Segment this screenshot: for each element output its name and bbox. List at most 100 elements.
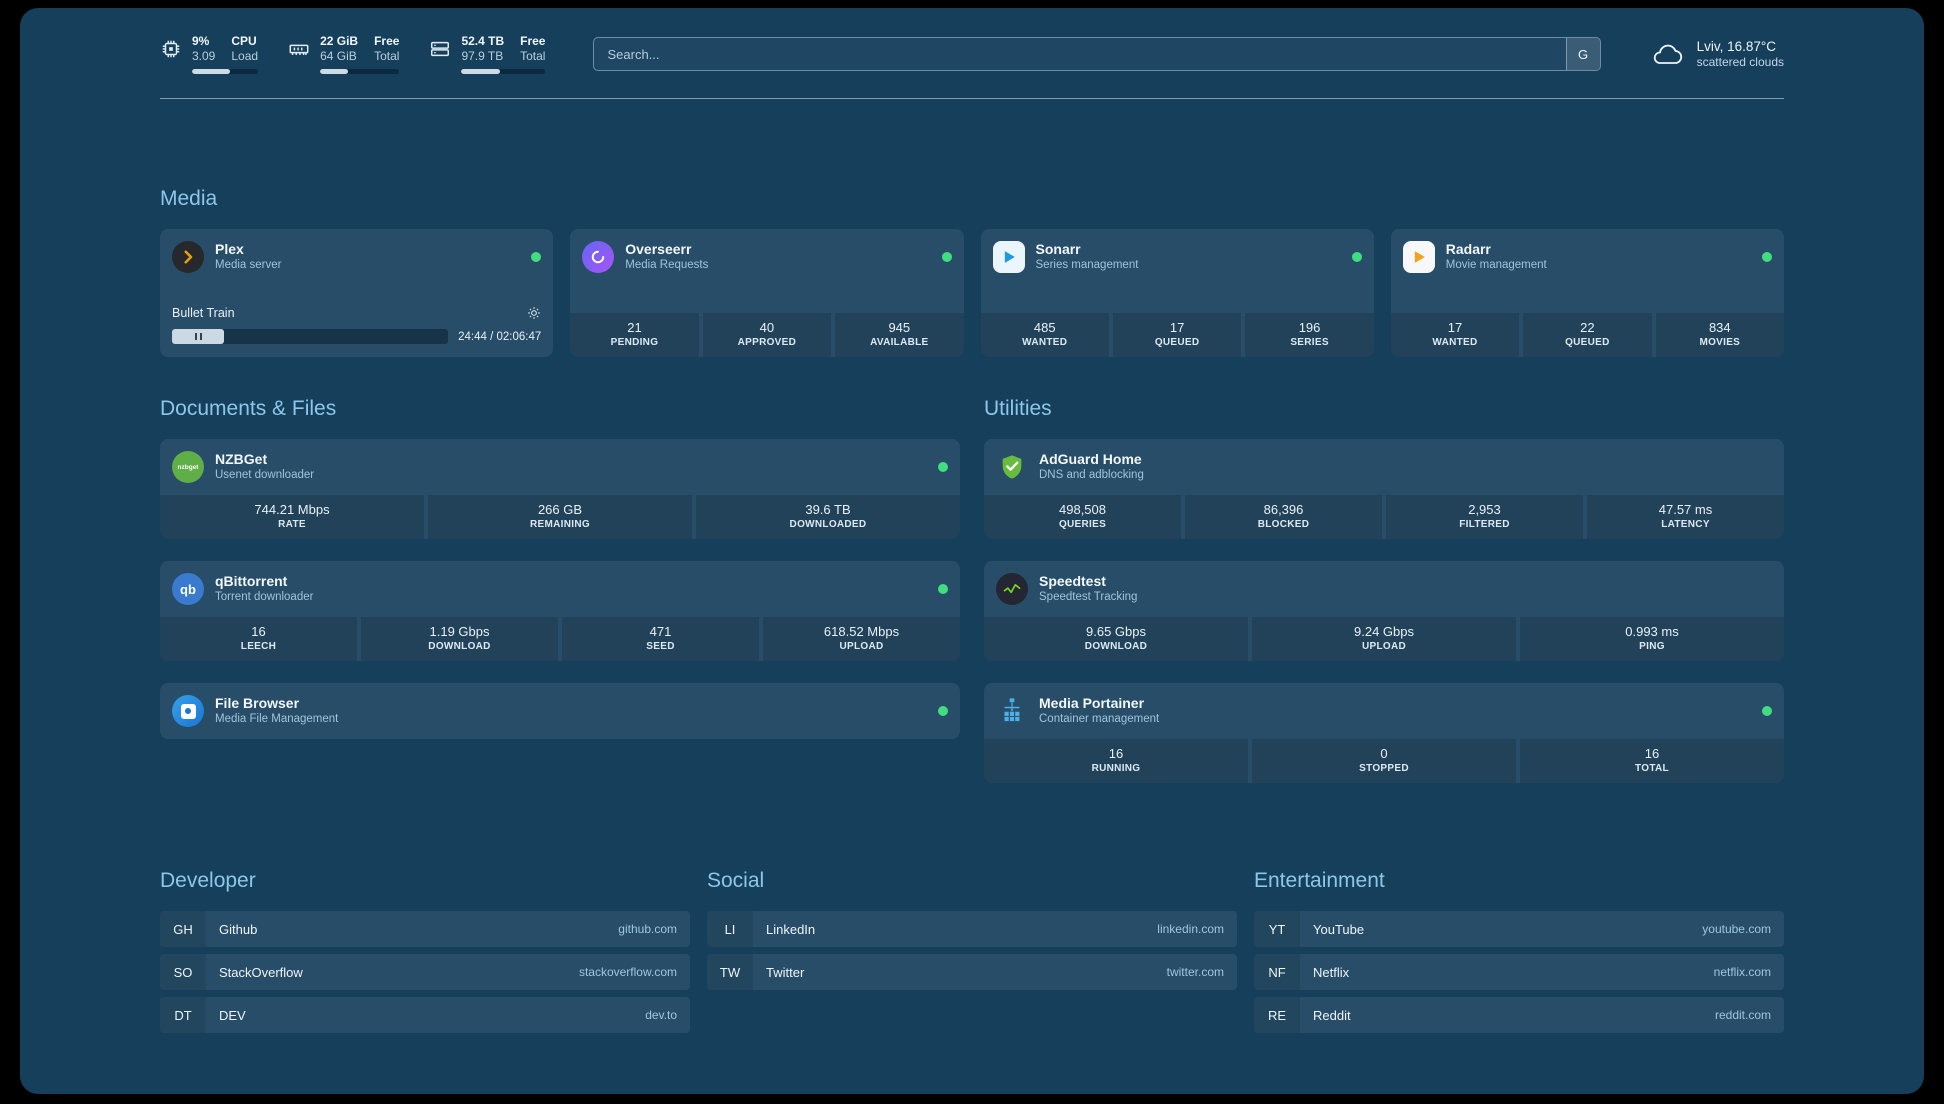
stat-box: 17 WANTED xyxy=(1390,313,1520,357)
cloud-icon xyxy=(1653,44,1682,64)
bookmark-reddit[interactable]: RE Reddit reddit.com xyxy=(1254,997,1784,1033)
search-input[interactable] xyxy=(594,38,1566,70)
status-dot xyxy=(1351,252,1362,262)
card-plex: Plex Media server Bullet Train xyxy=(160,229,554,357)
service-subtitle: Media Requests xyxy=(625,259,709,271)
status-dot xyxy=(938,462,948,472)
overseerr-icon xyxy=(582,241,615,273)
service-subtitle: Usenet downloader xyxy=(215,469,315,481)
disk-total-value: 97.9 TB xyxy=(461,49,504,63)
adguard-link[interactable]: AdGuard Home DNS and adblocking xyxy=(984,439,1784,495)
stat-box: 485 WANTED xyxy=(980,313,1109,357)
bookmark-name: StackOverflow xyxy=(219,964,303,980)
dashboard: 9% 3.09 CPU Load xyxy=(20,8,1924,1094)
playback-progress-bar[interactable] xyxy=(172,329,449,344)
now-playing-title: Bullet Train xyxy=(172,306,235,320)
status-dot xyxy=(531,252,542,262)
adguard-stats: 498,508 QUERIES 86,396 BLOCKED 2,953 FILTER… xyxy=(984,495,1784,539)
section-utilities: Utilities AdGuard Home DNS and adblockin… xyxy=(984,397,1784,805)
stat-box: 39.6 TB DOWNLOADED xyxy=(696,495,960,539)
disk-meter xyxy=(461,69,546,74)
nzbget-stats: 744.21 Mbps RATE 266 GB REMAINING 39.6 TB D… xyxy=(160,495,960,539)
stat-box: 196 SERIES xyxy=(1245,313,1374,357)
memory-free-label: Free xyxy=(374,34,400,48)
plex-link[interactable]: Plex Media server xyxy=(160,229,553,285)
plex-icon xyxy=(172,241,204,273)
stat-box: 471 SEED xyxy=(562,617,759,661)
bookmark-abbr: RE xyxy=(1254,997,1300,1033)
bookmark-url: youtube.com xyxy=(1702,922,1771,936)
memory-widget: 22 GiB 64 GiB Free Total xyxy=(288,34,400,74)
status-dot xyxy=(938,706,948,716)
bookmark-stackoverflow[interactable]: SO StackOverflow stackoverflow.com xyxy=(160,954,690,990)
bookmark-netflix[interactable]: NF Netflix netflix.com xyxy=(1254,954,1784,990)
bookmark-url: twitter.com xyxy=(1166,965,1224,979)
bookmark-url: linkedin.com xyxy=(1157,922,1224,936)
service-title: Plex xyxy=(215,241,244,257)
top-bar: 9% 3.09 CPU Load xyxy=(160,34,1784,74)
bookmark-linkedin[interactable]: LI LinkedIn linkedin.com xyxy=(707,911,1237,947)
service-title: Radarr xyxy=(1445,241,1491,257)
bookmark-abbr: DT xyxy=(160,997,206,1033)
card-speedtest: Speedtest Speedtest Tracking 9.65 Gbps DO… xyxy=(984,561,1784,661)
qbittorrent-link[interactable]: qb qBittorrent Torrent downloader xyxy=(160,561,960,617)
service-subtitle: Media server xyxy=(215,259,282,271)
status-dot xyxy=(938,584,948,594)
service-subtitle: Container management xyxy=(1039,713,1160,725)
bookmark-twitter[interactable]: TW Twitter twitter.com xyxy=(707,954,1237,990)
social-section-title: Social xyxy=(707,869,765,892)
stat-box: 86,396 BLOCKED xyxy=(1185,495,1382,539)
memory-total-value: 64 GiB xyxy=(320,49,357,63)
cpu-meter xyxy=(192,69,259,74)
stat-box: 0 STOPPED xyxy=(1252,739,1516,783)
card-portainer: Media Portainer Container management 16 R… xyxy=(984,683,1784,783)
service-subtitle: Movie management xyxy=(1445,259,1547,271)
pause-button[interactable] xyxy=(172,329,225,344)
bookmarks-developer: Developer GH Github github.com SO StackO… xyxy=(160,869,690,1040)
bookmark-name: Netflix xyxy=(1313,964,1350,980)
service-title: Speedtest xyxy=(1039,573,1106,589)
service-title: qBittorrent xyxy=(215,573,288,589)
radarr-stats: 17 WANTED 22 QUEUED 834 MOVIES xyxy=(1390,313,1784,357)
bookmark-abbr: TW xyxy=(707,954,753,990)
speedtest-stats: 9.65 Gbps DOWNLOAD 9.24 Gbps UPLOAD 0.993 … xyxy=(984,617,1784,661)
stat-box: 744.21 Mbps RATE xyxy=(160,495,424,539)
card-radarr: Radarr Movie management 17 WANTED 22 QUEUE… xyxy=(1390,229,1784,357)
cpu-label: CPU xyxy=(231,34,257,48)
overseerr-link[interactable]: Overseerr Media Requests xyxy=(570,229,963,285)
disk-free-value: 52.4 TB xyxy=(461,34,505,48)
speedtest-link[interactable]: Speedtest Speedtest Tracking xyxy=(984,561,1784,617)
disk-total-label: Total xyxy=(520,49,546,63)
search-bar: G xyxy=(593,37,1601,71)
stat-box: 2,953 FILTERED xyxy=(1386,495,1583,539)
filebrowser-link[interactable]: File Browser Media File Management xyxy=(160,683,960,739)
bookmark-dev[interactable]: DT DEV dev.to xyxy=(160,997,690,1033)
search-provider-button[interactable]: G xyxy=(1565,38,1600,70)
stat-box: 9.24 Gbps UPLOAD xyxy=(1252,617,1516,661)
portainer-link[interactable]: Media Portainer Container management xyxy=(984,683,1784,739)
service-subtitle: Speedtest Tracking xyxy=(1039,591,1138,603)
bookmark-abbr: GH xyxy=(160,911,206,947)
stat-box: 16 RUNNING xyxy=(984,739,1248,783)
developer-section-title: Developer xyxy=(160,869,256,892)
nzbget-link[interactable]: nzbget NZBGet Usenet downloader xyxy=(160,439,960,495)
card-filebrowser: File Browser Media File Management xyxy=(160,683,960,739)
media-section-title: Media xyxy=(160,187,218,210)
bookmark-name: Twitter xyxy=(766,964,805,980)
bookmark-youtube[interactable]: YT YouTube youtube.com xyxy=(1254,911,1784,947)
bookmark-url: reddit.com xyxy=(1714,1008,1771,1022)
bookmark-abbr: SO xyxy=(160,954,206,990)
cpu-load-value: 3.09 xyxy=(192,49,216,63)
disk-icon xyxy=(431,41,450,57)
radarr-link[interactable]: Radarr Movie management xyxy=(1391,229,1784,285)
gear-icon[interactable] xyxy=(527,306,541,320)
playback-time: 24:44 / 02:06:47 xyxy=(458,330,542,343)
card-sonarr: Sonarr Series management 485 WANTED 17 QUE… xyxy=(980,229,1374,357)
bookmark-url: stackoverflow.com xyxy=(578,965,677,979)
sonarr-icon xyxy=(992,241,1025,273)
status-dot xyxy=(1762,252,1772,262)
cpu-icon xyxy=(162,40,180,58)
stat-box: 945 AVAILABLE xyxy=(835,313,964,357)
sonarr-link[interactable]: Sonarr Series management xyxy=(981,229,1374,285)
bookmark-github[interactable]: GH Github github.com xyxy=(160,911,690,947)
